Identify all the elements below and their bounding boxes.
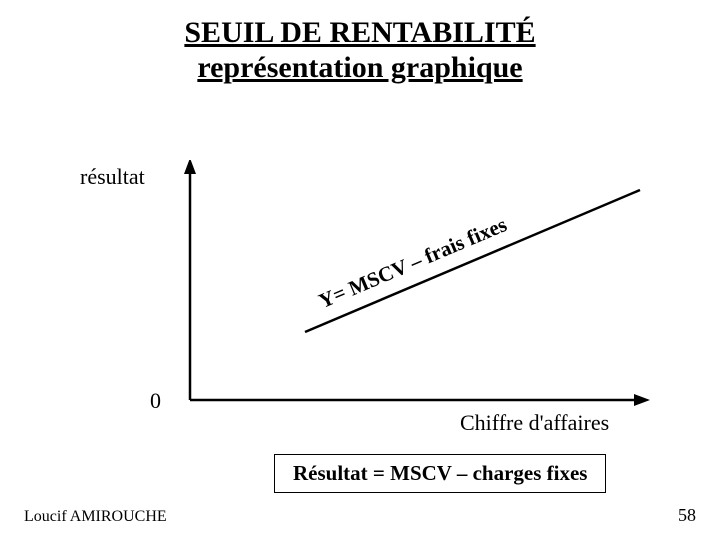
chart-svg [150, 160, 660, 440]
page-number: 58 [678, 505, 696, 526]
footer-author: Loucif AMIROUCHE [24, 508, 167, 526]
x-axis-label: Chiffre d'affaires [460, 410, 609, 436]
title-line-2: représentation graphique [197, 51, 522, 84]
zero-label: 0 [150, 388, 161, 414]
formula-text: Résultat = MSCV – charges fixes [293, 461, 587, 485]
title-line-1: SEUIL DE RENTABILITÉ [184, 16, 535, 49]
formula-box: Résultat = MSCV – charges fixes [274, 454, 606, 493]
y-axis-label: résultat [80, 164, 145, 190]
slide-title: SEUIL DE RENTABILITÉ représentation grap… [0, 16, 720, 85]
breakeven-chart: résultat 0 Chiffre d'affaires Y= MSCV – … [150, 160, 660, 420]
